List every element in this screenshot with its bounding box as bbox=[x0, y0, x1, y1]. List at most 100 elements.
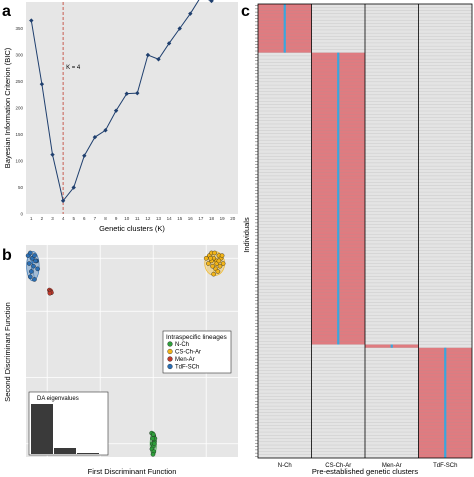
panel-a-x-ticks: 1 2 3 4 5 6 7 8 9 10 11 12 13 14 15 16 17 18 19 20 bbox=[30, 216, 236, 221]
panel-b-point bbox=[28, 269, 34, 274]
panel-b-inset-bars bbox=[31, 404, 99, 454]
panel-a-plot-area bbox=[26, 2, 238, 214]
panel-a-x-tick-label: 18 bbox=[209, 216, 215, 221]
panel-a-bic-point bbox=[124, 91, 129, 96]
panel-b: b Intraspecific lineages N-Ch CS-Ch-ArMen… bbox=[2, 245, 238, 476]
panel-b-point bbox=[26, 261, 32, 266]
panel-a-x-tick-label: 6 bbox=[83, 216, 86, 221]
panel-a-x-tick-label: 9 bbox=[115, 216, 118, 221]
panel-a-y-tick-label: 250 bbox=[15, 79, 23, 84]
panel-a-x-axis-title: Genetic clusters (K) bbox=[99, 224, 165, 233]
panel-a-bic-points bbox=[29, 0, 214, 203]
panel-a-bic-point bbox=[39, 81, 45, 87]
panel-a-y-ticks: 0 50 100 150 200 250 300 350 bbox=[15, 26, 23, 217]
panel-a-x-tick-label: 20 bbox=[230, 216, 236, 221]
panel-c-border bbox=[257, 3, 473, 459]
panel-c-markers bbox=[283, 4, 447, 458]
panel-b-point bbox=[210, 263, 215, 269]
panel-a-x-tick-label: 2 bbox=[41, 216, 44, 221]
panel-a-bic-point bbox=[60, 198, 66, 203]
panel-a-bic-point bbox=[92, 134, 98, 140]
panel-a-y-tick-label: 200 bbox=[15, 106, 23, 111]
panel-a-k-annotation: K = 4 bbox=[66, 65, 81, 71]
panel-a-x-tick-label: 13 bbox=[156, 216, 162, 221]
panel-b-legend-label: Men-Ar bbox=[175, 357, 195, 363]
panel-c-column-label: Men-Ar bbox=[382, 463, 402, 469]
panel-b-point bbox=[27, 274, 33, 280]
panel-c-column-label: N-Ch bbox=[278, 463, 292, 469]
panel-a-x-tick-label: 10 bbox=[124, 216, 130, 221]
panel-c: c N-Ch CS-Ch-Ar Men-Ar TdF-SCh Pre-establis… bbox=[241, 3, 473, 476]
panel-a-bic-point bbox=[113, 108, 119, 113]
panel-b-legend-label: CS-Ch-Ar bbox=[175, 350, 201, 356]
panel-b-point bbox=[219, 253, 225, 258]
panel-b-inset-bar bbox=[54, 448, 76, 454]
panel-b-legend-label: TdF-SCh bbox=[175, 365, 199, 371]
panel-a-bic-point bbox=[166, 41, 172, 46]
panel-a-bic-point bbox=[177, 26, 182, 31]
panel-b-point bbox=[33, 258, 38, 264]
panel-b-point bbox=[27, 250, 33, 256]
panel-b-points bbox=[25, 250, 226, 457]
panel-b-point bbox=[151, 432, 156, 437]
panel-b-point bbox=[220, 261, 226, 266]
panel-a-x-tick-label: 19 bbox=[220, 216, 226, 221]
panel-b-letter: b bbox=[2, 247, 12, 264]
panel-b-point bbox=[47, 290, 53, 296]
panel-a-x-tick-label: 16 bbox=[188, 216, 194, 221]
panel-a-y-tick-label: 300 bbox=[15, 53, 23, 58]
panel-a-y-tick-label: 50 bbox=[18, 185, 24, 190]
panel-a-x-tick-label: 17 bbox=[198, 216, 204, 221]
panel-b-legend-title: Intraspecific lineages bbox=[166, 334, 227, 341]
panel-a-y-tick-label: 100 bbox=[15, 159, 23, 164]
panel-b-x-axis-title: First Discriminant Function bbox=[88, 467, 177, 476]
panel-a-x-tick-label: 14 bbox=[167, 216, 173, 221]
panel-b-legend-label: N-Ch bbox=[175, 342, 189, 348]
panel-a-x-tick-label: 1 bbox=[30, 216, 33, 221]
panel-a-y-tick-label: 0 bbox=[20, 212, 23, 217]
panel-c-column-labels: N-Ch CS-Ch-Ar Men-Ar TdF-SCh bbox=[278, 463, 458, 469]
panel-a-y-tick-label: 350 bbox=[15, 26, 23, 31]
panel-b-point bbox=[212, 250, 217, 256]
panel-b-inset: DA eigenvalues bbox=[28, 391, 109, 456]
panel-a-x-tick-label: 3 bbox=[51, 216, 54, 221]
panel-b-point bbox=[32, 277, 37, 282]
panel-a-bic-line bbox=[30, 0, 214, 202]
panel-b-point bbox=[208, 255, 213, 261]
panel-b-point bbox=[211, 271, 216, 277]
panel-a-letter: a bbox=[2, 3, 11, 20]
panel-c-column-label: CS-Ch-Ar bbox=[325, 463, 351, 469]
panel-b-point bbox=[32, 253, 37, 258]
panel-a-bic-point bbox=[103, 128, 108, 133]
panel-a-y-axis-title: Bayesian Information Criterion (BIC) bbox=[3, 47, 12, 168]
panel-a-x-tick-label: 5 bbox=[72, 216, 75, 221]
panel-a-x-tick-label: 7 bbox=[94, 216, 97, 221]
panel-b-point bbox=[150, 436, 155, 441]
panel-b-point bbox=[151, 441, 157, 447]
panel-b-inset-bar bbox=[77, 453, 99, 454]
panel-a-x-tick-label: 15 bbox=[177, 216, 183, 221]
panel-a-bic-point bbox=[188, 11, 193, 16]
panel-b-point bbox=[217, 263, 223, 269]
panel-c-column-separators bbox=[311, 4, 419, 458]
panel-c-letter: c bbox=[241, 3, 250, 20]
panel-c-column-label: TdF-SCh bbox=[433, 463, 457, 469]
panel-a-bic-point bbox=[71, 185, 76, 190]
panel-b-point bbox=[216, 258, 222, 264]
panel-c-row-ticks bbox=[255, 5, 258, 457]
panel-b-legend-swatch bbox=[167, 341, 173, 347]
panel-a-bic-point bbox=[50, 152, 55, 157]
panel-a-bic-point bbox=[145, 52, 151, 58]
panel-a-bic-point bbox=[29, 18, 34, 23]
panel-b-legend-swatch bbox=[167, 356, 173, 362]
panel-b-point bbox=[35, 266, 40, 272]
panel-c-x-axis-title: Pre-established genetic clusters bbox=[312, 467, 419, 476]
panel-a-x-tick-label: 11 bbox=[135, 216, 140, 221]
panel-b-inset-title: DA eigenvalues bbox=[37, 396, 79, 402]
panel-a-bic-point bbox=[82, 153, 87, 158]
panel-b-point bbox=[215, 269, 221, 274]
panel-b-legend-box bbox=[162, 330, 232, 374]
panel-b-point bbox=[206, 261, 211, 266]
